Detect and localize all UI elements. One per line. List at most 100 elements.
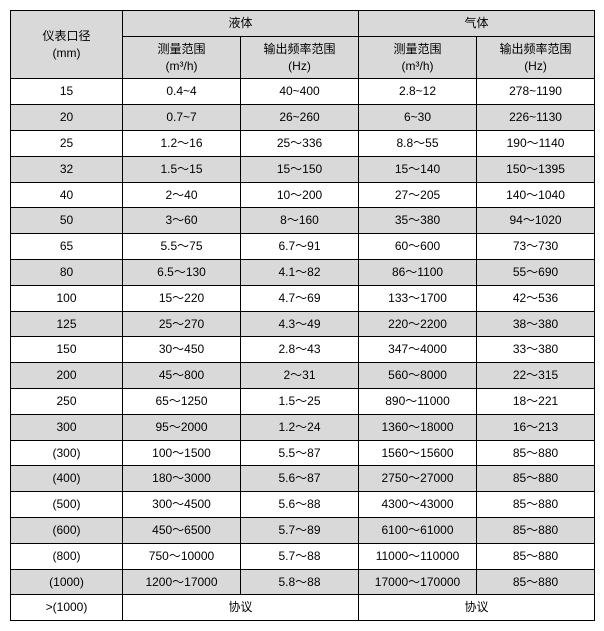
- cell-liquid-freq: 5.5～87: [241, 440, 359, 466]
- cell-liquid-freq: 10～200: [241, 182, 359, 208]
- cell-liquid-freq: 6.7～91: [241, 234, 359, 260]
- cell-liquid-range: 0.4~4: [123, 79, 241, 105]
- cell-gas-merged: 协议: [359, 595, 595, 621]
- cell-diameter: (800): [11, 543, 123, 569]
- cell-liquid-range: 450～6500: [123, 517, 241, 543]
- cell-liquid-range: 30～450: [123, 337, 241, 363]
- table-row: 150.4~440~4002.8~12278~1190: [11, 79, 595, 105]
- cell-gas-range: 15～140: [359, 156, 477, 182]
- cell-liquid-range: 5.5～75: [123, 234, 241, 260]
- col-gas-range: 测量范围 (m³/h): [359, 36, 477, 79]
- col-group-gas: 气体: [359, 11, 595, 37]
- cell-gas-freq: 16～213: [477, 414, 595, 440]
- col-liquid-freq: 输出频率范围 (Hz): [241, 36, 359, 79]
- cell-liquid-range: 750～10000: [123, 543, 241, 569]
- table-row: 20045～8002～31560～800022～315: [11, 363, 595, 389]
- cell-liquid-range: 0.7~7: [123, 105, 241, 131]
- cell-liquid-freq: 4.3～49: [241, 311, 359, 337]
- cell-gas-freq: 85～880: [477, 543, 595, 569]
- cell-gas-freq: 150～1395: [477, 156, 595, 182]
- cell-liquid-range: 6.5～130: [123, 259, 241, 285]
- cell-gas-range: 1560～15600: [359, 440, 477, 466]
- cell-liquid-merged: 协议: [123, 595, 359, 621]
- cell-gas-range: 6100～61000: [359, 517, 477, 543]
- cell-gas-freq: 22～315: [477, 363, 595, 389]
- cell-liquid-range: 3～60: [123, 208, 241, 234]
- cell-liquid-range: 95～2000: [123, 414, 241, 440]
- cell-gas-range: 560～8000: [359, 363, 477, 389]
- cell-gas-range: 8.8～55: [359, 130, 477, 156]
- table-row: 15030～4502.8～43347～400033～380: [11, 337, 595, 363]
- cell-liquid-freq: 4.1～82: [241, 259, 359, 285]
- cell-gas-range: 133～1700: [359, 285, 477, 311]
- cell-liquid-freq: 5.7～88: [241, 543, 359, 569]
- cell-diameter: 300: [11, 414, 123, 440]
- table-row: 10015～2204.7～69133～170042～536: [11, 285, 595, 311]
- cell-diameter: 65: [11, 234, 123, 260]
- cell-liquid-range: 15～220: [123, 285, 241, 311]
- cell-gas-range: 17000～170000: [359, 569, 477, 595]
- cell-gas-freq: 190～1140: [477, 130, 595, 156]
- table-row: (500)300～45005.6～884300～4300085～880: [11, 492, 595, 518]
- cell-liquid-freq: 5.8～88: [241, 569, 359, 595]
- cell-diameter: (300): [11, 440, 123, 466]
- table-row: 25065～12501.5～25890～1100018～221: [11, 388, 595, 414]
- cell-liquid-freq: 5.6～87: [241, 466, 359, 492]
- cell-gas-freq: 73～730: [477, 234, 595, 260]
- cell-gas-freq: 278~1190: [477, 79, 595, 105]
- cell-diameter: >(1000): [11, 595, 123, 621]
- cell-gas-freq: 85～880: [477, 492, 595, 518]
- cell-liquid-freq: 40~400: [241, 79, 359, 105]
- cell-diameter: 150: [11, 337, 123, 363]
- col-header-diameter-l2: (mm): [17, 45, 116, 62]
- cell-liquid-range: 1.2～16: [123, 130, 241, 156]
- cell-gas-range: 27～205: [359, 182, 477, 208]
- cell-gas-freq: 55～690: [477, 259, 595, 285]
- cell-diameter: 250: [11, 388, 123, 414]
- cell-liquid-range: 2～40: [123, 182, 241, 208]
- cell-liquid-range: 1200～17000: [123, 569, 241, 595]
- cell-diameter: 25: [11, 130, 123, 156]
- table-row: 321.5～1515～15015～140150～1395: [11, 156, 595, 182]
- col-liquid-range: 测量范围 (m³/h): [123, 36, 241, 79]
- cell-gas-freq: 42～536: [477, 285, 595, 311]
- col-group-liquid: 液体: [123, 11, 359, 37]
- spec-table: 仪表口径 (mm) 液体 气体 测量范围 (m³/h) 输出频率范围 (Hz) …: [10, 10, 595, 621]
- table-row: (1000)1200～170005.8～8817000～17000085～880: [11, 569, 595, 595]
- table-row: (800)750～100005.7～8811000～11000085～880: [11, 543, 595, 569]
- cell-liquid-range: 45～800: [123, 363, 241, 389]
- cell-liquid-range: 100～1500: [123, 440, 241, 466]
- cell-diameter: 100: [11, 285, 123, 311]
- cell-diameter: 200: [11, 363, 123, 389]
- cell-gas-range: 2750～27000: [359, 466, 477, 492]
- cell-liquid-range: 65～1250: [123, 388, 241, 414]
- cell-gas-freq: 85～880: [477, 440, 595, 466]
- cell-liquid-freq: 8～160: [241, 208, 359, 234]
- cell-diameter: (400): [11, 466, 123, 492]
- cell-diameter: (1000): [11, 569, 123, 595]
- cell-liquid-freq: 4.7～69: [241, 285, 359, 311]
- cell-gas-freq: 85～880: [477, 517, 595, 543]
- cell-gas-freq: 85～880: [477, 466, 595, 492]
- table-row: 503～608～16035～38094～1020: [11, 208, 595, 234]
- cell-liquid-freq: 1.2～24: [241, 414, 359, 440]
- col-gas-freq: 输出频率范围 (Hz): [477, 36, 595, 79]
- cell-gas-freq: 85～880: [477, 569, 595, 595]
- col-header-diameter-l1: 仪表口径: [17, 28, 116, 45]
- cell-diameter: 125: [11, 311, 123, 337]
- table-row: 200.7~726~2606~30226~1130: [11, 105, 595, 131]
- cell-diameter: (600): [11, 517, 123, 543]
- cell-liquid-freq: 5.7～89: [241, 517, 359, 543]
- cell-gas-freq: 18～221: [477, 388, 595, 414]
- cell-diameter: 15: [11, 79, 123, 105]
- cell-gas-range: 2.8~12: [359, 79, 477, 105]
- cell-gas-freq: 94～1020: [477, 208, 595, 234]
- cell-diameter: 50: [11, 208, 123, 234]
- cell-gas-freq: 33～380: [477, 337, 595, 363]
- cell-liquid-freq: 15～150: [241, 156, 359, 182]
- cell-liquid-freq: 5.6～88: [241, 492, 359, 518]
- table-row: (400)180～30005.6～872750～2700085～880: [11, 466, 595, 492]
- cell-diameter: (500): [11, 492, 123, 518]
- cell-gas-range: 1360～18000: [359, 414, 477, 440]
- cell-gas-freq: 140～1040: [477, 182, 595, 208]
